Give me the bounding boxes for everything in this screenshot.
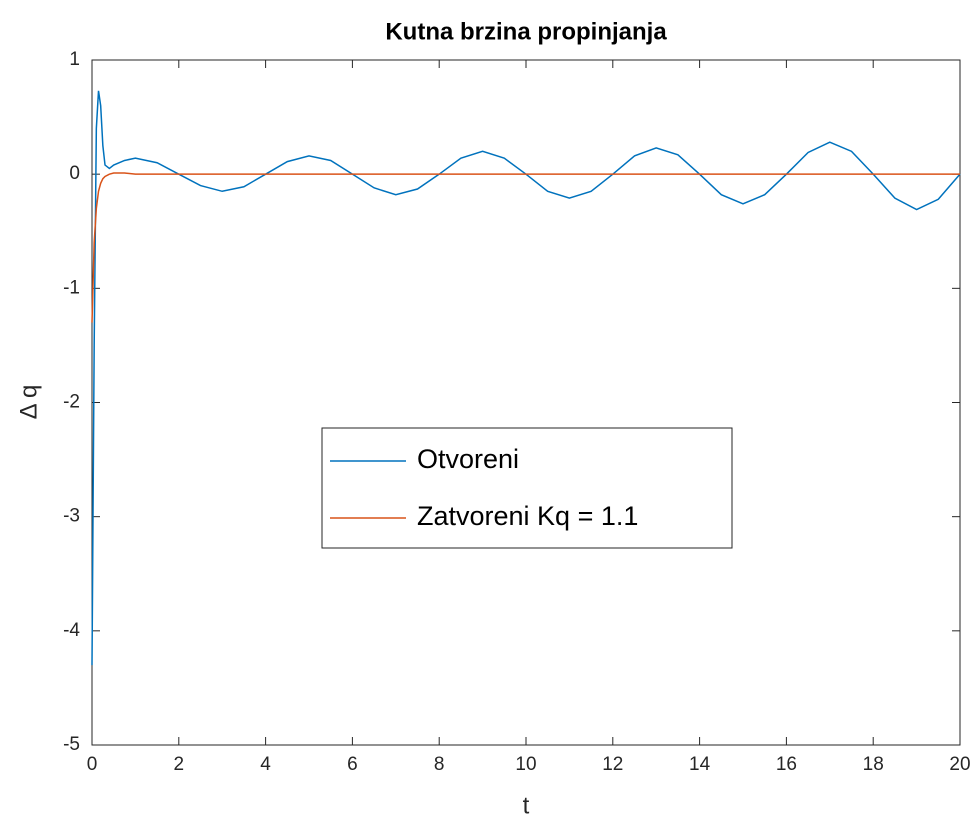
- chart-title: Kutna brzina propinjanja: [385, 18, 667, 45]
- series-line: [91, 172, 960, 323]
- plot-area: [91, 59, 961, 746]
- y-tick-label: -4: [63, 620, 80, 641]
- x-tick-label: 8: [434, 754, 445, 775]
- x-tick-label: 14: [689, 754, 711, 775]
- y-tick-label: 0: [69, 163, 80, 184]
- legend-label: Zatvoreni Kq = 1.1: [417, 501, 638, 531]
- x-tick-label: 10: [515, 754, 536, 775]
- y-tick-label: -1: [63, 277, 80, 298]
- y-tick-label: -2: [63, 392, 80, 413]
- x-axis-label: t: [523, 792, 530, 819]
- y-tick-label: -3: [63, 506, 80, 527]
- legend-label: Otvoreni: [417, 444, 519, 474]
- x-tick-label: 16: [776, 754, 797, 775]
- x-tick-label: 2: [174, 754, 185, 775]
- x-tick-label: 0: [87, 754, 98, 775]
- y-axis-label: Δ q: [15, 385, 42, 420]
- x-tick-label: 4: [260, 754, 271, 775]
- x-tick-label: 20: [949, 754, 970, 775]
- x-tick-label: 6: [347, 754, 358, 775]
- x-tick-label: 12: [602, 754, 623, 775]
- y-tick-label: 1: [69, 49, 80, 70]
- series-line: [91, 90, 961, 666]
- legend-box: [321, 427, 733, 549]
- x-tick-label: 18: [863, 754, 884, 775]
- y-tick-label: -5: [63, 734, 80, 755]
